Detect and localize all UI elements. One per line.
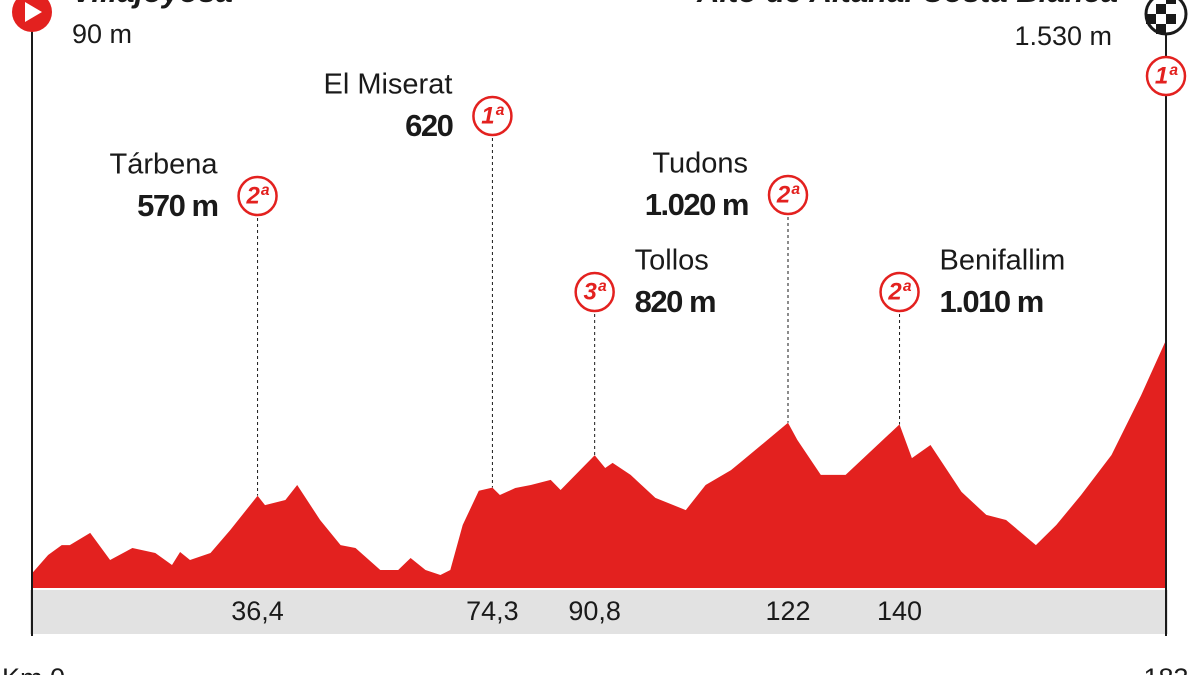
start-icon-arrow bbox=[25, 2, 42, 22]
finish-category: 1ª bbox=[1155, 62, 1178, 89]
climb-category: 2ª bbox=[776, 181, 800, 208]
category-badge bbox=[574, 271, 615, 313]
climb-category: 3ª bbox=[584, 278, 607, 305]
category-badge bbox=[767, 174, 809, 216]
climb-name: El Miserat bbox=[323, 69, 452, 101]
finish-km: 183 bbox=[1143, 663, 1188, 675]
finish-icon bbox=[1144, 0, 1188, 36]
climb-category: 2ª bbox=[245, 182, 269, 209]
climb-name: Benifallim bbox=[940, 245, 1066, 277]
start-elevation: 90 m bbox=[72, 19, 132, 49]
km-band bbox=[30, 590, 1168, 634]
category-badge bbox=[237, 175, 278, 217]
km-label: 140 bbox=[877, 596, 922, 626]
climb-name: Tárbena bbox=[110, 149, 219, 181]
km-label: 74,3 bbox=[466, 596, 519, 626]
km-label: 122 bbox=[765, 596, 810, 626]
climb-elevation: 570 m bbox=[137, 188, 217, 223]
finish-category-badge bbox=[1145, 55, 1187, 97]
start-name: Villajoyosa bbox=[72, 0, 233, 9]
climb-elevation: 1.020 m bbox=[645, 187, 748, 222]
category-badge bbox=[879, 271, 920, 313]
elevation-profile bbox=[32, 340, 1166, 588]
km-label: 36,4 bbox=[231, 596, 284, 626]
climb-elevation: 620 bbox=[405, 108, 452, 143]
climb-category: 2ª bbox=[887, 278, 911, 305]
climb-category: 1ª bbox=[481, 102, 504, 129]
climb-name: Tudons bbox=[652, 148, 748, 180]
category-badge bbox=[472, 95, 513, 137]
finish-elevation: 1.530 m bbox=[1014, 21, 1112, 51]
start-km: Km 0 bbox=[2, 663, 65, 675]
km-label: 90,8 bbox=[568, 596, 621, 626]
climb-elevation: 1.010 m bbox=[940, 284, 1043, 319]
climb-elevation: 820 m bbox=[635, 284, 715, 319]
climb-name: Tollos bbox=[635, 245, 709, 277]
finish-name: Alto de Aitana. Costa Blanca bbox=[696, 0, 1118, 9]
